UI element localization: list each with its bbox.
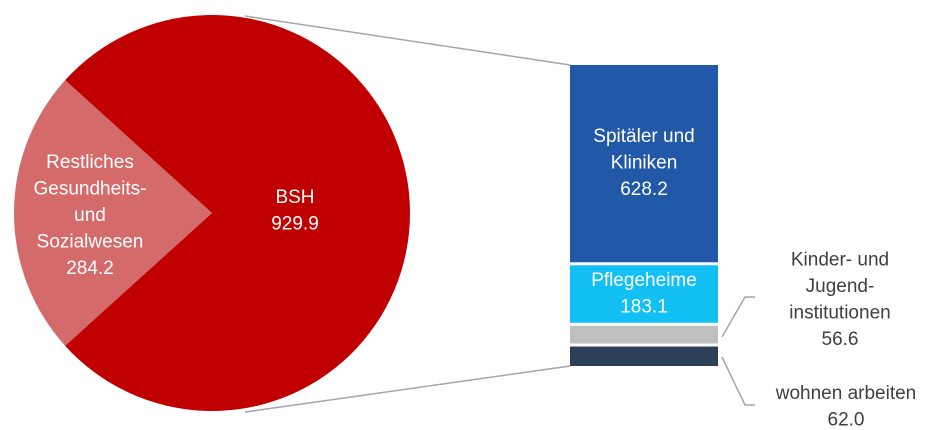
value-label: 183.1 xyxy=(620,296,668,317)
connector-line xyxy=(244,365,571,413)
value-label: 62.0 xyxy=(828,409,865,430)
label-line: BSH xyxy=(275,187,314,208)
label-line: Sozialwesen xyxy=(37,232,144,253)
label-line: Jugend- xyxy=(806,276,875,297)
leader-line xyxy=(721,356,755,406)
value-label: 56.6 xyxy=(822,329,859,350)
category-label: wohnen arbeiten xyxy=(775,383,917,404)
label-line: Kliniken xyxy=(611,153,678,174)
bar-segment xyxy=(570,65,718,263)
label-line: Kinder- und xyxy=(791,249,889,270)
label-line: Spitäler und xyxy=(593,126,694,147)
category-label: Restliches Gesundheits-und Sozialwesen xyxy=(33,152,146,253)
bar-segment xyxy=(570,346,718,366)
label-line: wohnen arbeiten xyxy=(775,383,917,404)
label-line: institutionen xyxy=(789,302,890,323)
pie-slice xyxy=(65,15,410,412)
bar-segment xyxy=(570,325,718,344)
connector-line xyxy=(244,15,571,66)
label-line: Restliches xyxy=(46,152,134,173)
category-label: Spitäler und Kliniken xyxy=(593,126,694,174)
value-label: 284.2 xyxy=(66,258,114,279)
bar-segment xyxy=(570,265,718,323)
category-label: Kinder- und Jugend-institutionen xyxy=(789,249,890,323)
category-label: Pflegeheime xyxy=(591,270,697,291)
pie-slice xyxy=(13,80,212,346)
value-label: 628.2 xyxy=(620,179,668,200)
label-line: Gesundheits- xyxy=(33,179,146,200)
leader-line xyxy=(721,296,755,338)
category-label: BSH xyxy=(275,187,314,208)
label-line: und xyxy=(74,205,106,226)
label-line: Pflegeheime xyxy=(591,270,697,291)
value-label: 929.9 xyxy=(271,213,319,234)
